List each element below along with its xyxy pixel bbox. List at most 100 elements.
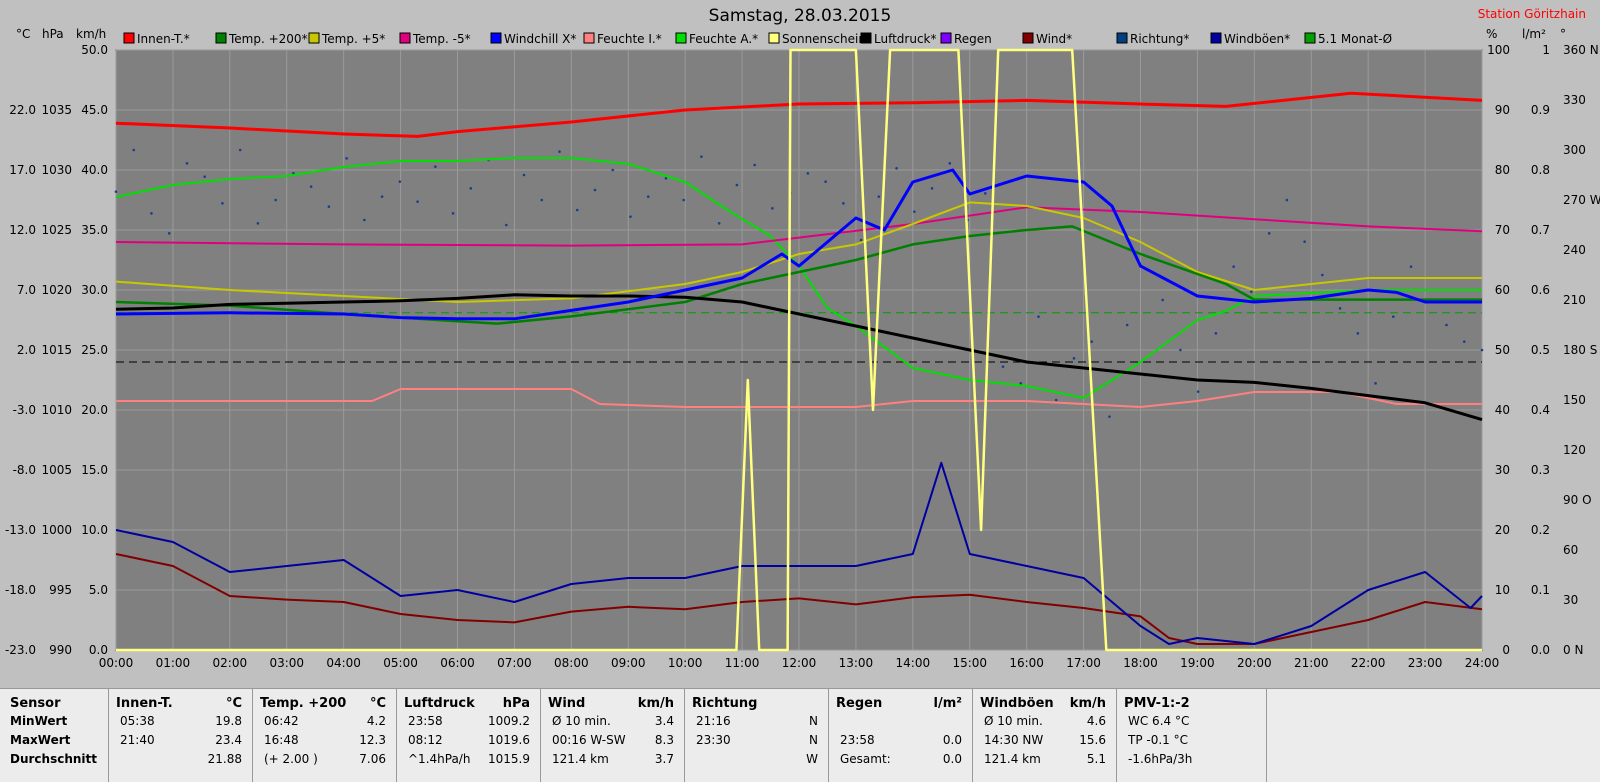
unit-percent: % <box>1486 27 1497 41</box>
legend-item: Luftdruck* <box>860 32 937 46</box>
pressure-tick-label: 1020 <box>41 283 72 297</box>
percent-tick-label: 30 <box>1495 463 1510 477</box>
legend-item: Temp. -5* <box>399 32 471 46</box>
wind-tick-label: 25.0 <box>81 343 108 357</box>
summary-cell-label: (+ 2.00 ) <box>264 752 318 766</box>
pressure-tick-label: 1010 <box>41 403 72 417</box>
legend-label: 5.1 Monat-Ø <box>1318 32 1392 46</box>
richtung-point <box>575 208 579 212</box>
direction-tick-label: 210 <box>1563 293 1586 307</box>
richtung-point <box>504 223 508 227</box>
legend-item: Innen-T.* <box>123 32 190 46</box>
richtung-point <box>859 238 863 242</box>
richtung-point <box>611 168 615 172</box>
summary-cell-label: 16:48 <box>264 733 299 747</box>
richtung-point <box>416 200 419 203</box>
wind-tick-label: 30.0 <box>81 283 108 297</box>
richtung-point <box>1303 240 1306 243</box>
station-name: Station Göritzhain <box>1477 7 1586 21</box>
summary-column: Luftdruck hPa 23:58 1009.2 08:12 1019.6 ^1.4hP… <box>396 689 541 782</box>
summary-cell-value: 5.1 <box>1086 752 1106 766</box>
wind-tick-label: 45.0 <box>81 103 108 117</box>
pressure-tick-label: 1005 <box>41 463 72 477</box>
x-tick-label: 22:00 <box>1351 656 1386 670</box>
direction-tick-label: 180 S <box>1563 343 1597 357</box>
rain-tick-label: 0.3 <box>1531 463 1550 477</box>
x-tick-label: 12:00 <box>782 656 817 670</box>
temp-tick-label: 22.0 <box>9 103 36 117</box>
series-line <box>115 168 1482 321</box>
unit-direction: ° <box>1560 27 1566 41</box>
x-tick-label: 20:00 <box>1237 656 1272 670</box>
summary-column: Innen-T. °C 05:38 19.8 21:40 23.4 21.88 <box>108 689 253 782</box>
direction-tick-label: 90 O <box>1563 493 1592 507</box>
series-line <box>115 293 1483 422</box>
temp-tick-label: -3.0 <box>13 403 36 417</box>
x-tick-label: 14:00 <box>896 656 931 670</box>
legend-label: Windböen* <box>1224 32 1290 46</box>
legend-swatch <box>308 32 320 44</box>
unit-rain: l/m² <box>1522 27 1546 41</box>
pressure-tick-label: 990 <box>49 643 72 657</box>
richtung-point <box>1374 382 1377 385</box>
summary-cell-value: 8.3 <box>654 733 674 747</box>
legend-label: Feuchte A.* <box>689 32 758 46</box>
percent-tick-label: 70 <box>1495 223 1510 237</box>
richtung-point <box>1356 332 1360 335</box>
legend-label: Wind* <box>1036 32 1072 46</box>
weather-chart: 00:00 01:00 02:00 03:00 04:00 05:00 06:00 07:00… <box>5 27 1600 670</box>
legend-label: Luftdruck* <box>874 32 937 46</box>
wind-tick-label: 5.0 <box>89 583 108 597</box>
series-line <box>115 91 1483 138</box>
richtung-point <box>1409 265 1413 268</box>
x-tick-label: 21:00 <box>1294 656 1329 670</box>
richtung-point <box>309 185 313 188</box>
richtung-point <box>1285 198 1289 202</box>
percent-tick-label: 100 <box>1487 43 1510 57</box>
richtung-point <box>1072 357 1076 360</box>
richtung-point <box>1462 340 1466 343</box>
summary-cell-value: N <box>809 714 818 728</box>
summary-cell-label: 121.4 km <box>984 752 1041 766</box>
x-tick-label: 04:00 <box>326 656 361 670</box>
summary-column: Windböen km/h Ø 10 min. 4.6 14:30 NW 15.6 121.… <box>972 689 1117 782</box>
richtung-point <box>1019 382 1023 385</box>
richtung-point <box>842 202 845 205</box>
legend-swatch <box>940 32 952 44</box>
series-line <box>115 206 1483 247</box>
summary-label-column: Sensor MinWert MaxWert Durchschnitt <box>0 689 109 782</box>
legend-swatch <box>860 32 872 44</box>
chart-title: Samstag, 28.03.2015 <box>708 6 892 26</box>
x-tick-label: 18:00 <box>1123 656 1158 670</box>
richtung-point <box>1161 298 1164 302</box>
summary-cell-label: 23:58 <box>408 714 443 728</box>
direction-tick-label: 60 <box>1563 543 1578 557</box>
summary-cell-value: 3.7 <box>654 752 674 766</box>
wind-tick-label: 15.0 <box>81 463 108 477</box>
rain-tick-label: 0.9 <box>1531 103 1550 117</box>
legend-swatch <box>1022 32 1034 44</box>
temp-tick-label: 12.0 <box>9 223 36 237</box>
temp-tick-label: 7.0 <box>17 283 36 297</box>
percent-tick-label: 50 <box>1495 343 1510 357</box>
x-tick-label: 13:00 <box>839 656 874 670</box>
summary-row-label: MinWert <box>10 714 68 728</box>
legend-swatch <box>1304 32 1316 44</box>
summary-column: Temp. +200 °C 06:42 4.2 16:48 12.3 (+ 2.00 ) 7.… <box>252 689 397 782</box>
x-tick-label: 07:00 <box>497 656 532 670</box>
richtung-point <box>398 180 402 183</box>
unit-temp: °C <box>16 27 30 41</box>
richtung-point <box>1232 265 1235 268</box>
legend-swatch <box>215 32 227 44</box>
legend-label: Richtung* <box>1130 32 1189 46</box>
richtung-point <box>895 167 898 170</box>
x-tick-label: 05:00 <box>383 656 418 670</box>
x-tick-label: 15:00 <box>952 656 987 670</box>
richtung-point <box>913 210 916 213</box>
summary-cell-value: 23.4 <box>215 733 242 747</box>
richtung-point <box>132 148 136 152</box>
richtung-point <box>558 150 561 153</box>
rain-tick-label: 0.5 <box>1531 343 1550 357</box>
summary-column-header: Temp. +200 <box>260 696 347 711</box>
richtung-point <box>434 165 437 168</box>
